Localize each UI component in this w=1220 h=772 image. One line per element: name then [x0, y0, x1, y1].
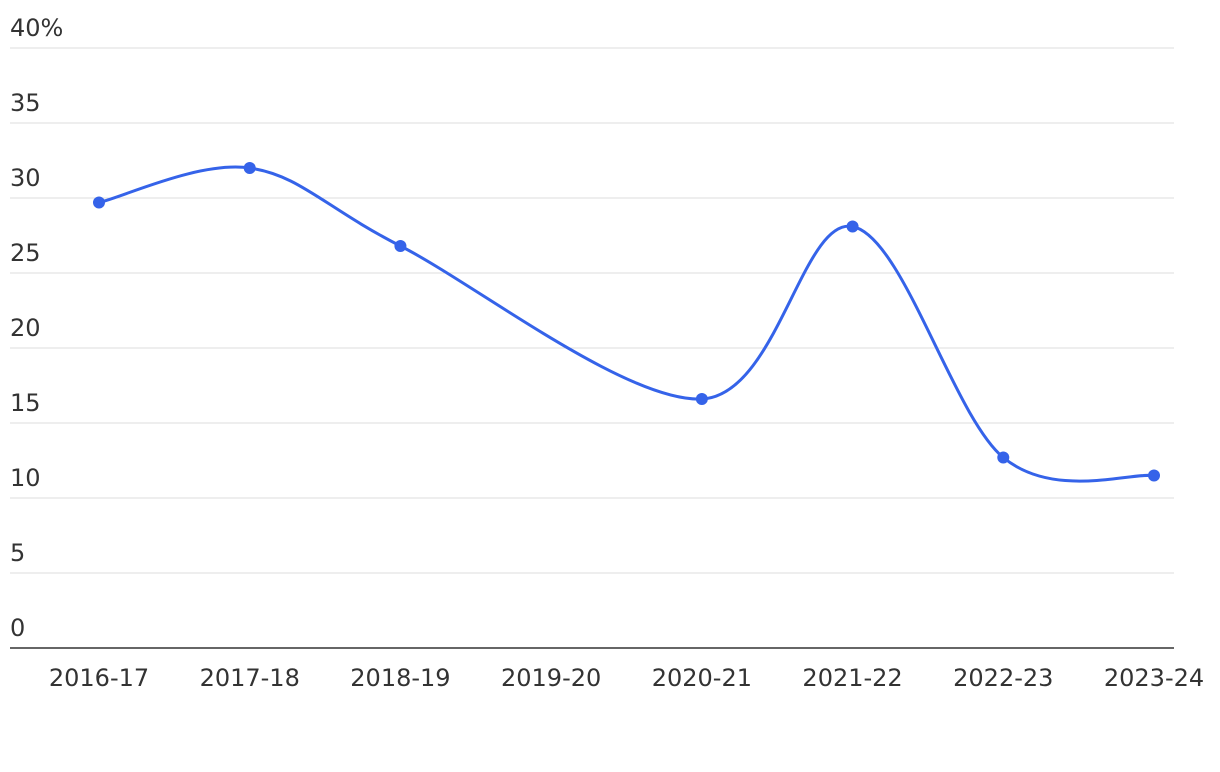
x-tick-label: 2018-19: [350, 664, 450, 692]
x-tick-label: 2023-24: [1104, 664, 1204, 692]
y-tick-label: 15: [10, 389, 41, 417]
y-tick-label: 20: [10, 314, 41, 342]
y-tick-label: 35: [10, 89, 41, 117]
point: [695, 393, 708, 405]
x-tick-label: 2020-21: [652, 664, 752, 692]
y-tick-label: 5: [10, 539, 25, 567]
x-tick-label: 2019-20: [501, 664, 601, 692]
y-tick-label: 40%: [10, 14, 63, 42]
point: [394, 240, 407, 252]
x-tick-label: 2022-23: [953, 664, 1053, 692]
x-tick-label: 2017-18: [200, 664, 300, 692]
y-tick-label: 10: [10, 464, 41, 492]
x-tick-label: 2021-22: [802, 664, 902, 692]
y-tick-label: 0: [10, 614, 25, 642]
line: [98, 165, 1155, 483]
point: [846, 220, 859, 233]
point: [243, 162, 256, 174]
y-tick-label: 25: [10, 239, 41, 267]
point: [93, 196, 105, 209]
x-tick-label: 2016-17: [49, 664, 149, 692]
y-tick-label: 30: [10, 164, 41, 192]
point: [1148, 469, 1160, 482]
point: [997, 451, 1010, 464]
